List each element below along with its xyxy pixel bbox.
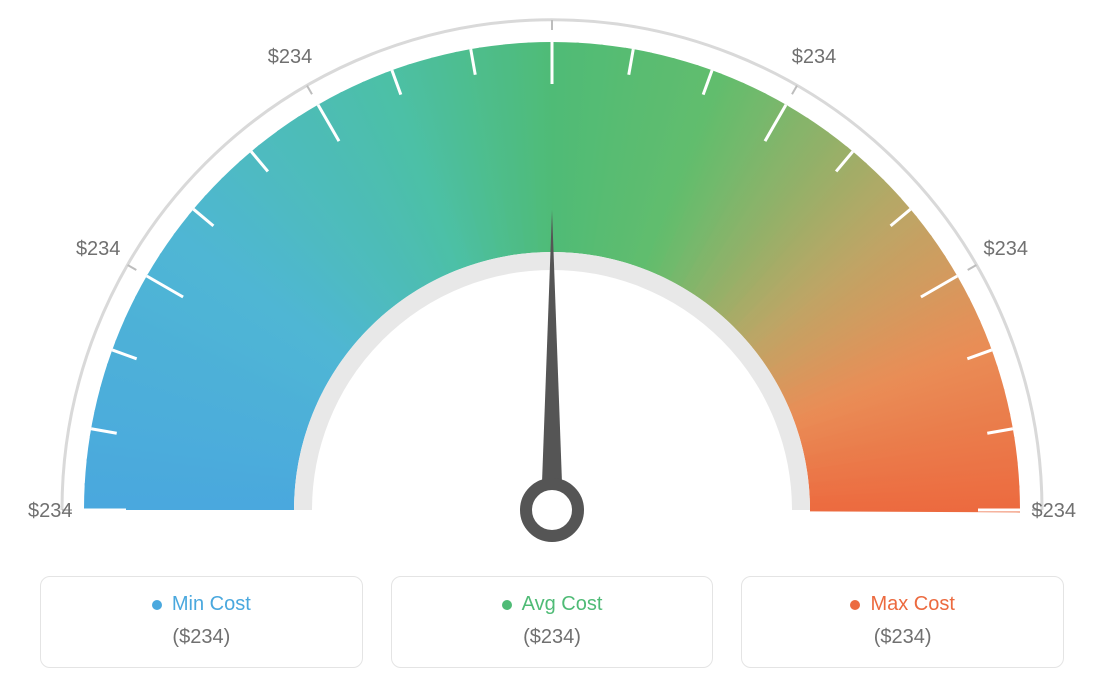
gauge-svg: $234$234$234$234$234$234$234 (0, 0, 1104, 560)
legend-row: Min Cost ($234) Avg Cost ($234) Max Cost… (40, 576, 1064, 668)
legend-card-min: Min Cost ($234) (40, 576, 363, 668)
svg-text:$234: $234 (268, 46, 313, 68)
legend-card-avg: Avg Cost ($234) (391, 576, 714, 668)
svg-text:$234: $234 (28, 500, 73, 522)
legend-value-min: ($234) (51, 626, 352, 649)
legend-title-max: Max Cost (850, 593, 954, 616)
svg-text:$234: $234 (792, 46, 837, 68)
gauge-chart: $234$234$234$234$234$234$234 (0, 0, 1104, 560)
svg-text:$234: $234 (984, 238, 1029, 260)
legend-title-label: Avg Cost (522, 593, 603, 616)
legend-value-avg: ($234) (402, 626, 703, 649)
legend-title-min: Min Cost (152, 593, 251, 616)
svg-text:$234: $234 (76, 238, 121, 260)
legend-title-label: Min Cost (172, 593, 251, 616)
dot-icon (152, 600, 162, 610)
legend-title-label: Max Cost (870, 593, 954, 616)
svg-text:$234: $234 (1032, 500, 1077, 522)
dot-icon (502, 600, 512, 610)
legend-value-max: ($234) (752, 626, 1053, 649)
legend-title-avg: Avg Cost (502, 593, 603, 616)
legend-card-max: Max Cost ($234) (741, 576, 1064, 668)
dot-icon (850, 600, 860, 610)
